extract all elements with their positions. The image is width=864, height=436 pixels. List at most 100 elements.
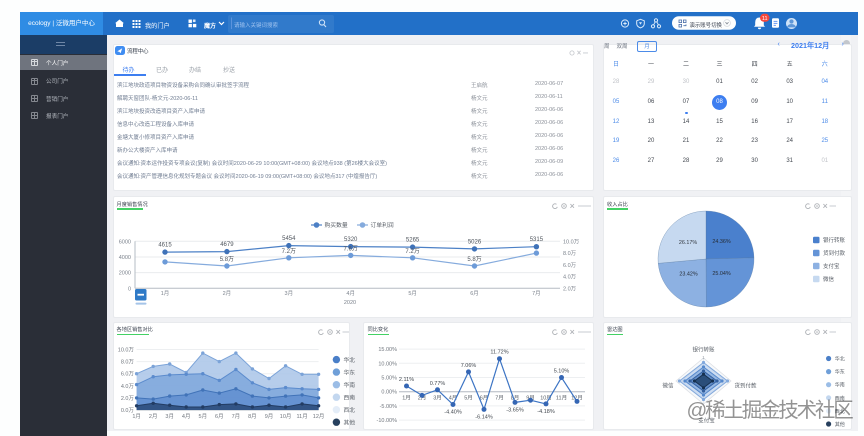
svg-text:4月: 4月 — [182, 413, 191, 420]
svg-text:10月: 10月 — [540, 395, 552, 402]
svg-text:华北: 华北 — [344, 356, 356, 364]
svg-text:支付宝: 支付宝 — [698, 417, 715, 425]
svg-text:5月: 5月 — [464, 395, 473, 402]
svg-text:12月: 12月 — [571, 395, 583, 402]
svg-text:4月: 4月 — [346, 290, 355, 297]
svg-text:其他: 其他 — [835, 421, 845, 428]
svg-text:购买数量: 购买数量 — [325, 221, 348, 229]
svg-text:银行转账: 银行转账 — [823, 236, 846, 244]
svg-text:11月: 11月 — [556, 395, 567, 402]
svg-text:1: 1 — [702, 355, 705, 360]
svg-text:1月: 1月 — [132, 413, 141, 420]
svg-text:西南: 西南 — [835, 395, 845, 402]
svg-text:7月: 7月 — [532, 290, 541, 297]
svg-text:2000: 2000 — [119, 271, 131, 277]
svg-text:6月: 6月 — [480, 395, 489, 402]
svg-text:-6.14%: -6.14% — [475, 414, 493, 420]
svg-text:微信: 微信 — [823, 275, 835, 283]
svg-text:2月: 2月 — [418, 395, 427, 402]
svg-text:4.0万: 4.0万 — [121, 383, 135, 390]
svg-text:25.04%: 25.04% — [712, 271, 730, 277]
svg-text:6.0万: 6.0万 — [563, 262, 577, 269]
svg-text:10月: 10月 — [280, 413, 292, 420]
svg-text:10.00%: 10.00% — [378, 361, 397, 367]
svg-text:0.0万: 0.0万 — [121, 407, 135, 414]
svg-text:其他: 其他 — [344, 418, 356, 426]
svg-text:7.06%: 7.06% — [461, 363, 477, 369]
svg-text:26.17%: 26.17% — [679, 240, 697, 246]
svg-text:华南: 华南 — [835, 382, 845, 389]
svg-text:支付宝: 支付宝 — [823, 262, 840, 270]
svg-text:5.10%: 5.10% — [554, 369, 570, 375]
svg-text:7月: 7月 — [232, 413, 241, 420]
svg-text:4000: 4000 — [119, 255, 131, 261]
svg-text:9月: 9月 — [265, 413, 274, 420]
svg-text:0.77%: 0.77% — [430, 381, 446, 387]
svg-text:5.8万: 5.8万 — [467, 256, 481, 263]
svg-text:华南: 华南 — [344, 381, 356, 389]
svg-text:10.0万: 10.0万 — [118, 347, 135, 354]
svg-text:10.0万: 10.0万 — [563, 238, 580, 245]
svg-text:11: 11 — [762, 16, 768, 22]
svg-text:15.00%: 15.00% — [378, 347, 397, 353]
svg-text:3月: 3月 — [285, 290, 294, 297]
svg-text:6000: 6000 — [119, 239, 131, 245]
svg-text:8月: 8月 — [248, 413, 257, 420]
svg-text:5320: 5320 — [344, 237, 358, 243]
svg-text:-10.00%: -10.00% — [377, 418, 398, 424]
svg-text:3月: 3月 — [433, 395, 442, 402]
svg-text:2.0万: 2.0万 — [563, 285, 577, 292]
svg-text:11月: 11月 — [296, 413, 307, 420]
svg-text:8.0万: 8.0万 — [121, 359, 135, 366]
svg-text:7.6万: 7.6万 — [344, 245, 358, 252]
svg-text:-3.65%: -3.65% — [506, 407, 524, 413]
svg-text:西北: 西北 — [835, 408, 845, 415]
svg-text:6月: 6月 — [215, 413, 224, 420]
svg-text:4.0万: 4.0万 — [563, 274, 577, 281]
svg-text:微信: 微信 — [662, 381, 674, 389]
svg-text:华东: 华东 — [344, 368, 356, 376]
svg-text:7月: 7月 — [495, 395, 504, 402]
svg-text:8月: 8月 — [511, 395, 520, 402]
svg-text:4月: 4月 — [449, 395, 458, 402]
svg-text:7.2万: 7.2万 — [282, 248, 296, 255]
svg-text:5月: 5月 — [199, 413, 208, 420]
svg-text:2.11%: 2.11% — [399, 377, 414, 383]
svg-text:货到付款: 货到付款 — [823, 249, 846, 257]
svg-text:11.72%: 11.72% — [490, 350, 508, 356]
svg-text:5.00%: 5.00% — [381, 376, 397, 382]
svg-text:24.36%: 24.36% — [712, 239, 730, 245]
svg-text:5454: 5454 — [282, 236, 296, 242]
svg-text:西北: 西北 — [344, 406, 356, 414]
svg-text:-5.00%: -5.00% — [380, 404, 398, 410]
svg-text:货到付款: 货到付款 — [735, 381, 758, 389]
svg-text:6月: 6月 — [470, 290, 479, 297]
svg-text:23.42%: 23.42% — [679, 272, 697, 278]
svg-text:7.2万: 7.2万 — [405, 248, 419, 255]
svg-text:5月: 5月 — [408, 290, 417, 297]
svg-text:8.0万: 8.0万 — [563, 250, 577, 257]
svg-text:5026: 5026 — [468, 239, 482, 245]
svg-text:3月: 3月 — [165, 413, 174, 420]
svg-text:5265: 5265 — [406, 238, 420, 244]
svg-text:-4.40%: -4.40% — [444, 410, 462, 416]
svg-text:2月: 2月 — [223, 290, 232, 297]
svg-text:订单利润: 订单利润 — [371, 221, 394, 229]
svg-text:2月: 2月 — [149, 413, 158, 420]
svg-text:华东: 华东 — [835, 369, 845, 376]
svg-text:1月: 1月 — [161, 290, 170, 297]
svg-text:2.0万: 2.0万 — [121, 395, 135, 402]
svg-text:2020: 2020 — [344, 300, 356, 306]
svg-text:6.0万: 6.0万 — [121, 371, 135, 378]
svg-text:-4.18%: -4.18% — [537, 409, 555, 415]
svg-text:华北: 华北 — [835, 356, 845, 363]
svg-text:0.00%: 0.00% — [381, 390, 397, 396]
svg-text:4615: 4615 — [158, 243, 172, 249]
svg-text:0: 0 — [128, 286, 131, 292]
svg-text:西南: 西南 — [344, 393, 356, 401]
svg-text:5.8万: 5.8万 — [220, 256, 234, 263]
svg-text:1月: 1月 — [402, 395, 411, 402]
svg-text:银行转账: 银行转账 — [692, 346, 715, 354]
svg-text:12月: 12月 — [313, 413, 325, 420]
svg-text:4679: 4679 — [220, 242, 234, 248]
